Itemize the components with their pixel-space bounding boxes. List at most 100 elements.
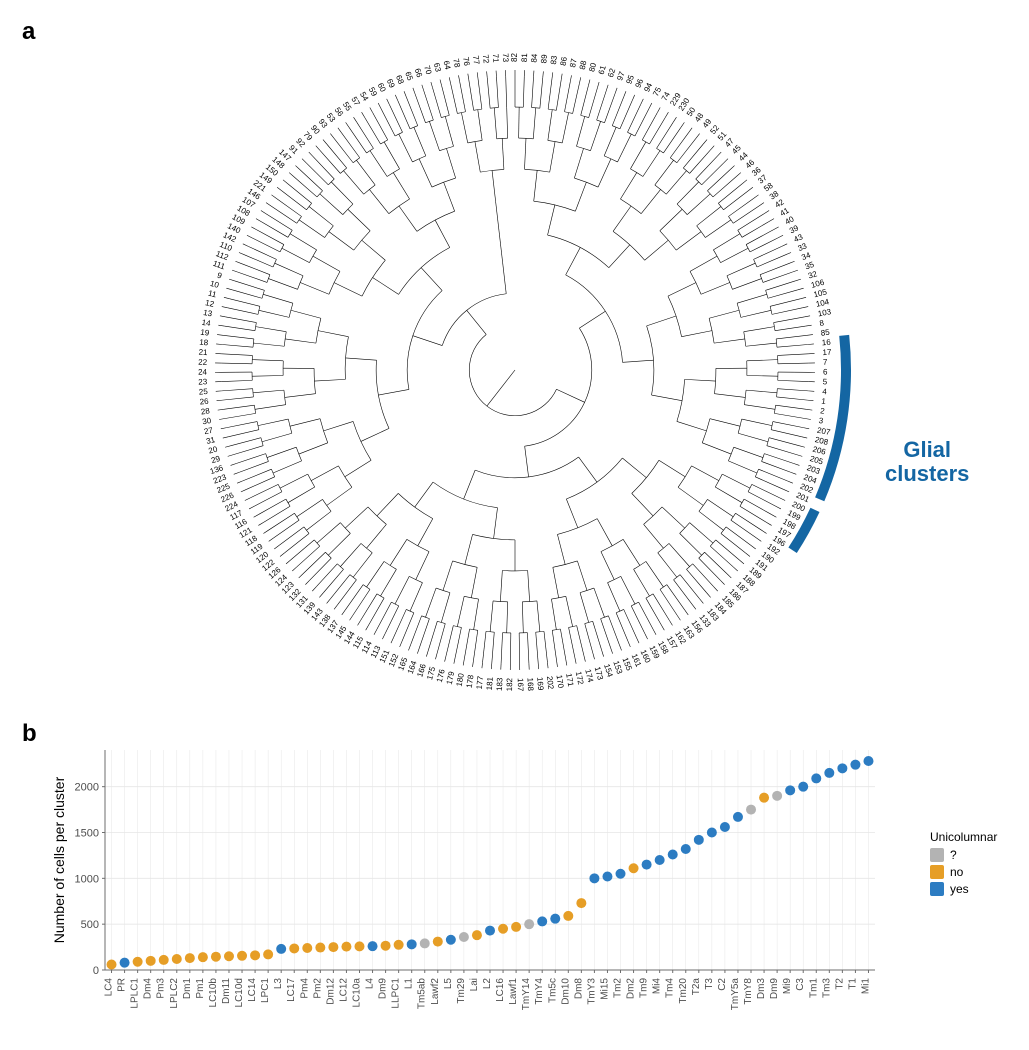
- x-tick-label: Mi9: [782, 978, 793, 995]
- scatter-point: [863, 756, 873, 766]
- scatter-point: [850, 760, 860, 770]
- scatter-point: [576, 898, 586, 908]
- x-tick-label: Pm3: [156, 978, 167, 999]
- dendro-tip-label: 21: [198, 348, 208, 358]
- x-tick-label: LC17: [286, 978, 297, 1002]
- dendro-tip-label: 86: [559, 56, 569, 67]
- dendro-tip-label: 177: [475, 675, 485, 690]
- scatter-point: [420, 938, 430, 948]
- dendro-tip-label: 23: [198, 377, 208, 386]
- scatter-point: [172, 954, 182, 964]
- dendro-tip-label: 73: [501, 53, 510, 63]
- x-tick-label: Dm10: [560, 978, 571, 1005]
- legend-swatch: [930, 882, 944, 896]
- x-tick-label: TmY8: [743, 978, 754, 1005]
- x-tick-label: Mi15: [599, 978, 610, 1000]
- dendro-tip-label: 19: [200, 328, 210, 338]
- scatter-point: [720, 822, 730, 832]
- panel-label-a: a: [22, 18, 35, 46]
- y-tick-label: 1500: [75, 828, 99, 840]
- dendro-tip-label: 22: [198, 358, 208, 367]
- glial-line1: Glial: [903, 437, 951, 462]
- dendro-tip-label: 6: [823, 368, 828, 377]
- x-tick-label: LPC1: [260, 978, 271, 1003]
- x-tick-label: Tm3: [821, 978, 832, 998]
- dendro-tip-label: 178: [465, 674, 476, 689]
- legend-label: yes: [950, 882, 969, 896]
- glial-clusters-annotation: Glial clusters: [885, 438, 969, 486]
- y-tick-label: 1000: [75, 873, 99, 885]
- x-tick-label: Dm4: [143, 978, 154, 1000]
- scatter-point: [472, 930, 482, 940]
- x-tick-label: TmY5a: [730, 978, 741, 1011]
- scatter-point: [250, 950, 260, 960]
- x-tick-label: Tm2: [613, 978, 624, 998]
- dendro-tip-label: 26: [199, 397, 209, 407]
- x-tick-label: Lai: [469, 978, 480, 991]
- dendro-tip-label: 84: [530, 53, 540, 63]
- scatter-point: [798, 782, 808, 792]
- scatter-point: [211, 952, 221, 962]
- dendro-tip-label: 82: [510, 53, 519, 62]
- legend-title: Unicolumnar: [930, 830, 997, 844]
- scatter-svg: 0500100015002000Number of cells per clus…: [50, 740, 920, 1040]
- dendro-tip-label: 81: [520, 53, 529, 63]
- dendro-tip-label: 72: [481, 54, 491, 64]
- x-tick-label: Dm12: [325, 978, 336, 1005]
- scatter-point: [589, 873, 599, 883]
- x-tick-label: L5: [443, 978, 454, 990]
- scatter-point: [146, 956, 156, 966]
- unicolumnar-legend: Unicolumnar ?noyes: [930, 830, 997, 899]
- dendro-tip-label: 170: [555, 674, 566, 689]
- scatter-point: [759, 793, 769, 803]
- y-axis-label: Number of cells per cluster: [51, 776, 67, 943]
- x-tick-label: LC10d: [234, 978, 245, 1007]
- dendro-tip-label: 169: [535, 677, 545, 692]
- x-tick-label: LLPC1: [391, 978, 402, 1009]
- x-tick-label: Pm2: [312, 978, 323, 999]
- dendro-tip-label: 17: [822, 348, 832, 358]
- x-tick-label: Tm5c: [547, 978, 558, 1003]
- scatter-point: [498, 924, 508, 934]
- x-tick-label: Tm20: [678, 978, 689, 1004]
- scatter-point: [289, 943, 299, 953]
- dendro-tip-label: 8: [819, 318, 825, 328]
- scatter-point: [616, 869, 626, 879]
- scatter-point: [746, 805, 756, 815]
- dendro-tip-label: 25: [199, 387, 209, 397]
- x-tick-label: TmY3: [586, 978, 597, 1005]
- x-tick-label: Dm11: [221, 978, 232, 1004]
- scatter-point: [824, 768, 834, 778]
- scatter-point: [511, 922, 521, 932]
- x-tick-label: Tm29: [456, 978, 467, 1004]
- dendro-tip-label: 85: [820, 328, 830, 338]
- figure-root: a 82818489838687888061629795969475742292…: [0, 0, 1029, 1050]
- scatter-point: [655, 855, 665, 865]
- legend-swatch: [930, 848, 944, 862]
- scatter-point: [811, 773, 821, 783]
- x-tick-label: C2: [717, 978, 728, 991]
- x-tick-label: Pm1: [195, 978, 206, 999]
- x-tick-label: Pm4: [299, 978, 310, 999]
- y-tick-label: 0: [93, 965, 99, 977]
- scatter-point: [302, 943, 312, 953]
- scatter-point: [433, 937, 443, 947]
- scatter-point: [524, 919, 534, 929]
- scatter-point: [237, 951, 247, 961]
- dendro-tip-label: 9: [216, 271, 223, 281]
- scatter-point: [185, 953, 195, 963]
- x-tick-label: TmY14: [521, 978, 532, 1011]
- x-tick-label: Dm9: [769, 978, 780, 1000]
- scatter-point: [837, 763, 847, 773]
- scatter-point: [602, 872, 612, 882]
- legend-item: yes: [930, 882, 997, 896]
- scatter-point: [120, 958, 130, 968]
- x-tick-label: LC16: [495, 978, 506, 1002]
- scatter-point: [394, 940, 404, 950]
- x-tick-label: LC14: [247, 978, 258, 1002]
- x-tick-label: Mi4: [652, 978, 663, 995]
- scatter-point: [263, 949, 273, 959]
- scatter-point: [407, 939, 417, 949]
- dendro-tip-label: 71: [491, 53, 501, 63]
- dendro-tip-label: 14: [201, 318, 212, 328]
